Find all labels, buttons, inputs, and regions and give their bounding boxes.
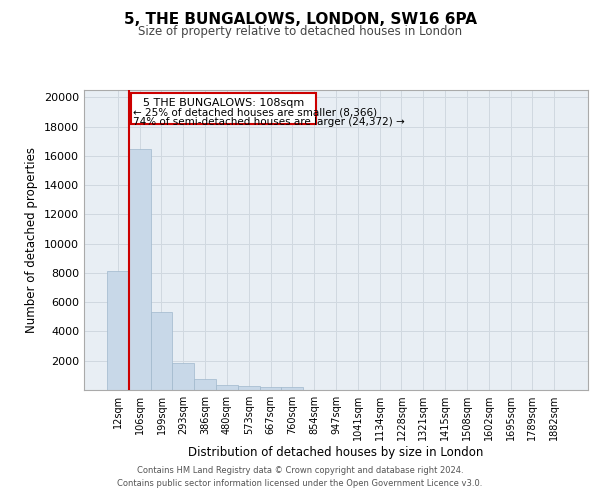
Bar	[260, 387, 281, 390]
FancyBboxPatch shape	[131, 93, 316, 124]
Text: ← 25% of detached houses are smaller (8,366): ← 25% of detached houses are smaller (8,…	[133, 108, 377, 118]
Bar	[151, 312, 172, 390]
Text: 5 THE BUNGALOWS: 108sqm: 5 THE BUNGALOWS: 108sqm	[143, 98, 304, 108]
Bar	[129, 148, 151, 390]
Text: Contains HM Land Registry data © Crown copyright and database right 2024.
Contai: Contains HM Land Registry data © Crown c…	[118, 466, 482, 487]
X-axis label: Distribution of detached houses by size in London: Distribution of detached houses by size …	[188, 446, 484, 459]
Bar	[238, 386, 260, 390]
Text: 74% of semi-detached houses are larger (24,372) →: 74% of semi-detached houses are larger (…	[133, 116, 405, 126]
Bar	[107, 272, 129, 390]
Bar	[216, 385, 238, 390]
Text: 5, THE BUNGALOWS, LONDON, SW16 6PA: 5, THE BUNGALOWS, LONDON, SW16 6PA	[124, 12, 476, 28]
Y-axis label: Number of detached properties: Number of detached properties	[25, 147, 38, 333]
Text: Size of property relative to detached houses in London: Size of property relative to detached ho…	[138, 25, 462, 38]
Bar	[194, 379, 216, 390]
Bar	[172, 363, 194, 390]
Bar	[281, 387, 303, 390]
